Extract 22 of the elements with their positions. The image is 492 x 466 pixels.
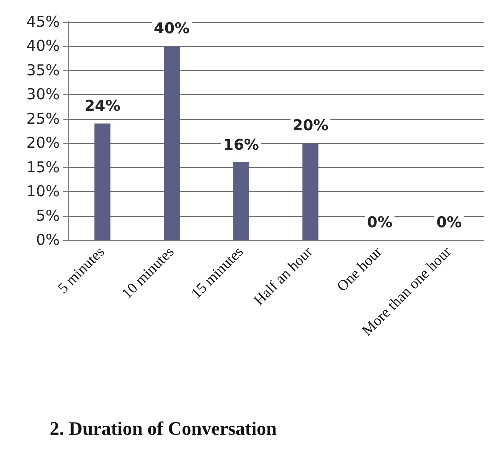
y-tick-label: 15% — [26, 158, 60, 176]
bar — [233, 162, 250, 240]
data-label: 0% — [436, 214, 462, 232]
data-label: 16% — [223, 136, 260, 154]
data-label: 20% — [292, 116, 329, 135]
bar — [94, 124, 111, 240]
y-tick-label: 40% — [26, 37, 60, 56]
y-tick-label: 45% — [26, 13, 60, 31]
y-tick-label: 10% — [26, 182, 60, 201]
bar — [164, 46, 180, 240]
data-label: 24% — [84, 97, 121, 116]
x-tick-label: One hour — [334, 244, 386, 296]
y-tick-label: 25% — [26, 110, 60, 128]
y-tick-label: 20% — [26, 134, 60, 152]
y-tick-label: 5% — [36, 206, 60, 225]
y-tick-label: 30% — [26, 86, 60, 104]
y-tick-label: 0% — [36, 231, 60, 249]
bar — [302, 143, 319, 240]
text: 2. Duration of Conversation — [50, 419, 278, 440]
data-label: 40% — [154, 20, 190, 38]
y-tick-label: 35% — [26, 61, 60, 80]
data-label: 0% — [367, 214, 393, 232]
